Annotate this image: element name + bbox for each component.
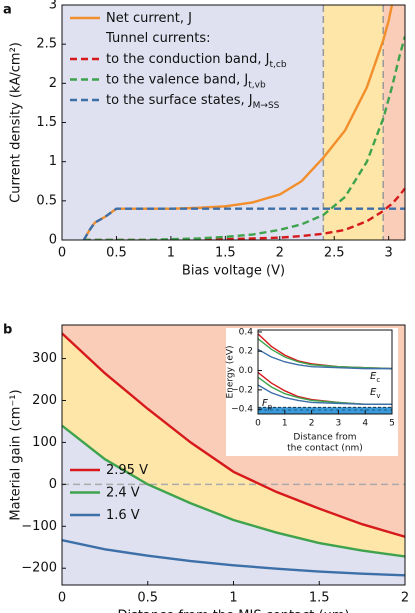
annotation-subscript: v — [376, 392, 380, 400]
annotation: Ec — [370, 371, 380, 384]
legend-label: to the valence band, Jt,vb — [106, 72, 266, 90]
annotation: Fp — [262, 398, 273, 411]
x-tick-label: 1 — [282, 419, 288, 429]
annotation-text: F — [262, 398, 268, 409]
x-tick-label: 3 — [336, 419, 342, 429]
x-tick-label: 2 — [309, 419, 315, 429]
legend-label: Net current, J — [106, 11, 192, 26]
x-tick-label: 0 — [255, 419, 261, 429]
plot-area — [258, 330, 392, 414]
panel-label: a — [3, 3, 12, 18]
x-tick-label: 2 — [401, 591, 409, 606]
plot-area — [62, 5, 405, 240]
x-tick-label: 3 — [385, 246, 393, 261]
x-axis-label: Distance from the MIS contact (μm) — [117, 609, 349, 613]
x-tick-label: 0 — [58, 246, 66, 261]
y-tick-label: 3 — [49, 0, 57, 13]
y-tick-label: 0.4 — [239, 327, 254, 337]
annotation-text: E — [370, 387, 377, 398]
shaded-band — [323, 5, 384, 240]
y-tick-label: 0.0 — [239, 366, 254, 376]
fermi-level-fill — [258, 407, 392, 414]
data-line — [258, 348, 392, 370]
y-tick-label: −0.4 — [231, 405, 253, 415]
legend-name: to the surface states, J — [106, 93, 253, 108]
legend-label: to the conduction band, Jt,cb — [106, 52, 287, 70]
legend-name: 1.6 V — [106, 508, 140, 523]
x-tick-label: 5 — [389, 419, 395, 429]
legend-label: to the surface states, JM→SS — [106, 93, 280, 111]
x-tick-label: 1.5 — [309, 591, 330, 606]
data-line — [83, 36, 405, 240]
legend-name: 2.4 V — [106, 485, 140, 500]
legend-label: 1.6 V — [106, 508, 140, 523]
y-tick-label: 200 — [32, 393, 57, 408]
x-tick-label: 0.5 — [106, 246, 127, 261]
y-tick-label: 0.2 — [239, 347, 253, 357]
data-line — [62, 538, 405, 577]
x-axis-label: Bias voltage (V) — [182, 264, 285, 279]
y-tick-label: 300 — [32, 351, 57, 366]
legend-label: 2.4 V — [106, 485, 140, 500]
legend-name: to the valence band, J — [106, 72, 248, 87]
region-fill — [62, 333, 405, 557]
x-tick-label: 1 — [229, 591, 237, 606]
legend-subscript: t,vb — [248, 80, 266, 90]
y-tick-label: 100 — [32, 435, 57, 450]
y-tick-label: −200 — [21, 561, 57, 576]
x-tick-label: 2.5 — [324, 246, 345, 261]
data-line — [82, 5, 394, 240]
y-tick-label: 1 — [49, 154, 57, 169]
x-tick-label: 0.5 — [137, 591, 158, 606]
x-tick-label: 2 — [276, 246, 284, 261]
legend-name: to the conduction band, J — [106, 52, 269, 67]
panel-label: b — [3, 323, 12, 338]
plot-frame — [257, 329, 393, 415]
y-tick-label: 2.5 — [36, 37, 57, 52]
y-tick-label: 0.5 — [36, 193, 57, 208]
annotation-text: E — [370, 371, 377, 382]
plot-background — [258, 330, 392, 414]
y-tick-label: −0.2 — [231, 385, 253, 395]
x-axis-label: the contact (nm) — [287, 444, 363, 454]
data-line — [62, 424, 405, 558]
y-tick-label: 0 — [49, 233, 57, 248]
x-tick-label: 0 — [58, 591, 66, 606]
y-axis-label: Material gain (cm⁻¹) — [9, 389, 24, 520]
x-axis-label: Distance from — [293, 433, 356, 443]
annotation: Ev — [370, 387, 380, 400]
legend-subscript: t,cb — [269, 60, 286, 70]
legend-name: Net current, J — [106, 11, 192, 26]
annotation-subscript: p — [268, 403, 273, 411]
legend-subscript: M→SS — [253, 101, 280, 111]
y-tick-label: 1.5 — [36, 115, 57, 130]
legend-header: Tunnel currents: — [105, 31, 210, 46]
x-tick-label: 1 — [167, 246, 175, 261]
legend-name: 2.95 V — [106, 463, 148, 478]
data-line — [62, 332, 405, 538]
y-tick-label: −100 — [21, 519, 57, 534]
legend-label: 2.95 V — [106, 463, 148, 478]
x-tick-label: 4 — [362, 419, 368, 429]
data-line — [83, 187, 405, 240]
shaded-band — [383, 5, 405, 240]
data-line — [258, 338, 392, 370]
data-line — [258, 384, 392, 406]
y-axis-label: Current density (kA/cm²) — [9, 42, 24, 203]
x-tick-label: 1.5 — [215, 246, 236, 261]
y-tick-label: 2 — [49, 76, 57, 91]
y-tick-label: 0 — [49, 477, 57, 492]
annotation-subscript: c — [376, 376, 380, 384]
data-line — [82, 207, 405, 240]
y-axis-label: Energy (eV) — [226, 345, 236, 398]
shaded-band — [62, 5, 324, 240]
